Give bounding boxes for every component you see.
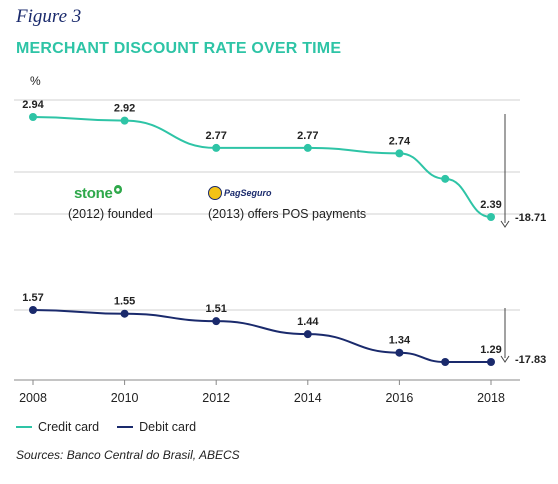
series-line-debit: [32, 309, 491, 363]
data-label-debit: 1.55: [114, 296, 135, 308]
data-label-credit: 2.77: [297, 130, 318, 142]
legend: Credit card Debit card: [16, 420, 214, 434]
data-point-debit: [29, 306, 37, 314]
source-note: Sources: Banco Central do Brasil, ABECS: [16, 448, 240, 462]
data-point-credit: [303, 143, 312, 152]
series-line-credit: [32, 116, 492, 218]
data-label-credit: 2.39: [480, 199, 501, 211]
unit-label: %: [30, 74, 41, 88]
change-arrowhead-debit: [500, 355, 510, 363]
data-point-debit: [487, 358, 495, 366]
data-point-debit: [212, 317, 221, 326]
change-label-debit: -17.83: [515, 354, 546, 366]
data-point-debit: [395, 348, 404, 357]
data-label-credit: 2.94: [22, 99, 44, 111]
data-point-credit: [441, 174, 450, 183]
data-label-debit: 1.57: [22, 292, 43, 304]
x-tick-label: 2010: [111, 391, 139, 405]
x-tick-label: 2016: [385, 391, 413, 405]
data-point-credit: [120, 116, 129, 125]
event-stone-text: (2012) founded: [68, 207, 153, 221]
data-label-debit: 1.44: [297, 316, 319, 328]
event-pagseguro-text: (2013) offers POS payments: [208, 207, 367, 221]
data-point-credit: [395, 149, 404, 158]
data-point-debit: [120, 309, 129, 318]
data-point-credit: [212, 143, 221, 152]
legend-label-debit: Debit card: [139, 420, 197, 434]
legend-label-credit: Credit card: [38, 420, 100, 434]
data-label-debit: 1.51: [205, 303, 226, 315]
data-label-credit: 2.77: [205, 130, 226, 142]
change-label-credit: -18.71: [515, 212, 546, 224]
legend-swatch-debit: [117, 426, 134, 428]
data-label-credit: 2.92: [114, 103, 135, 115]
data-label-debit: 1.34: [389, 335, 411, 347]
data-point-debit: [303, 330, 312, 339]
pagseguro-logo-text: PagSeguro: [224, 188, 272, 198]
stone-logo: stone ●: [74, 185, 123, 202]
data-point-credit: [487, 213, 495, 221]
chart-title: MERCHANT DISCOUNT RATE OVER TIME: [16, 40, 342, 57]
pagseguro-logo: PagSeguro: [208, 186, 272, 200]
x-tick-label: 2018: [477, 391, 505, 405]
data-point-credit: [29, 113, 37, 121]
figure-label: Figure 3: [16, 6, 82, 27]
legend-item-debit: Debit card: [117, 420, 196, 434]
x-tick-label: 2014: [294, 391, 322, 405]
x-tick-label: 2012: [202, 391, 230, 405]
data-point-debit: [441, 358, 450, 366]
x-tick-label: 2008: [19, 391, 47, 405]
pagseguro-circle-icon: [208, 186, 222, 200]
change-arrowhead-credit: [500, 220, 510, 228]
data-label-debit: 1.29: [480, 344, 501, 356]
legend-swatch-credit: [16, 426, 32, 428]
legend-item-credit: Credit card: [16, 420, 99, 434]
chart-svg: % 2008 2010 2012 2014 2016 2018 2.94 2.92 2.77 2.7…: [14, 74, 546, 405]
data-label-credit: 2.74: [389, 135, 411, 147]
